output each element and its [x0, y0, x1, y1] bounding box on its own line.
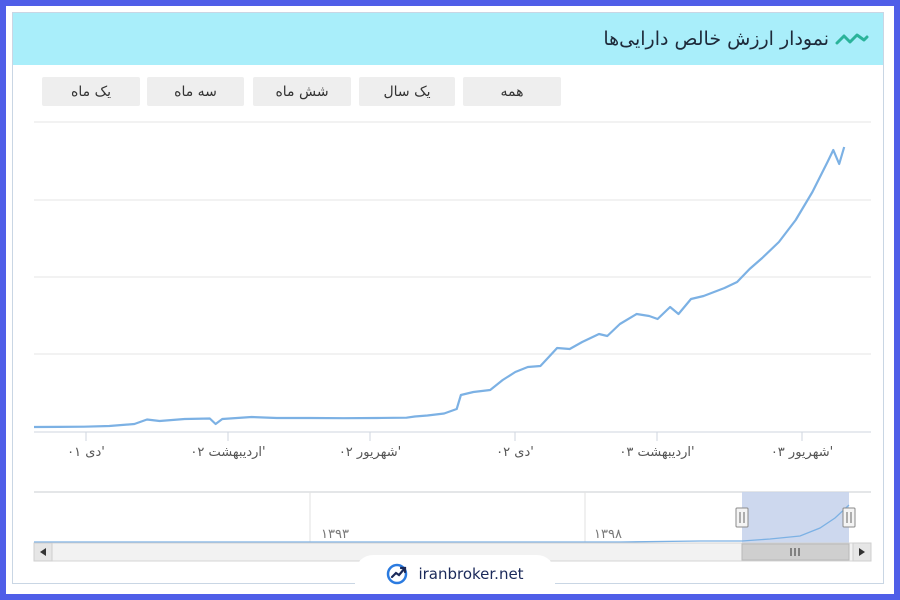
navigator-handle: [842, 507, 856, 528]
series-line: [33, 146, 846, 429]
arrow-right-icon: [859, 548, 865, 556]
x-tick-label: دی ۰۲': [496, 445, 534, 460]
arrow-left-icon: [40, 548, 46, 556]
x-tick-label: اردیبهشت ۰۳': [619, 445, 694, 460]
navigator-year-label: ۱۳۹۳: [321, 527, 349, 542]
x-tick-label: دی ۰۱': [67, 445, 105, 460]
x-axis: دی ۰۱' اردیبهشت ۰۲' شهریور ۰۲' دی ۰۲' اردیبه…: [67, 432, 833, 460]
range-button-3m[interactable]: سه ماه: [147, 77, 244, 106]
chart-title: نمودار ارزش خالص دارایی‌ها: [603, 28, 829, 50]
brand-badge: iranbroker.net: [355, 555, 555, 593]
navigator-series-line: [34, 504, 850, 543]
range-button-6m[interactable]: شش ماه: [253, 77, 351, 106]
x-tick-label: شهریور ۰۲': [339, 445, 401, 460]
brand-text: iranbroker.net: [418, 565, 524, 583]
gridlines: [34, 121, 871, 433]
chart-panel: نمودار ارزش خالص دارایی‌ها همه یک سال شش…: [12, 12, 884, 584]
navigator-selection: [742, 492, 849, 543]
navigator-year-label: ۱۳۹۸: [594, 527, 622, 542]
brand-logo-icon: [387, 563, 408, 585]
x-tick-label: اردیبهشت ۰۲': [190, 445, 265, 460]
range-button-1y[interactable]: یک سال: [359, 77, 455, 106]
x-tick-label: شهریور ۰۳': [771, 445, 833, 460]
range-button-all[interactable]: همه: [463, 77, 561, 106]
navigator[interactable]: ۱۳۹۳ ۱۳۹۸: [33, 491, 872, 562]
chart-header: نمودار ارزش خالص دارایی‌ها: [13, 13, 883, 65]
trend-line-icon: [835, 33, 869, 45]
navigator-handle: [735, 507, 749, 528]
range-button-1m[interactable]: یک ماه: [42, 77, 140, 106]
